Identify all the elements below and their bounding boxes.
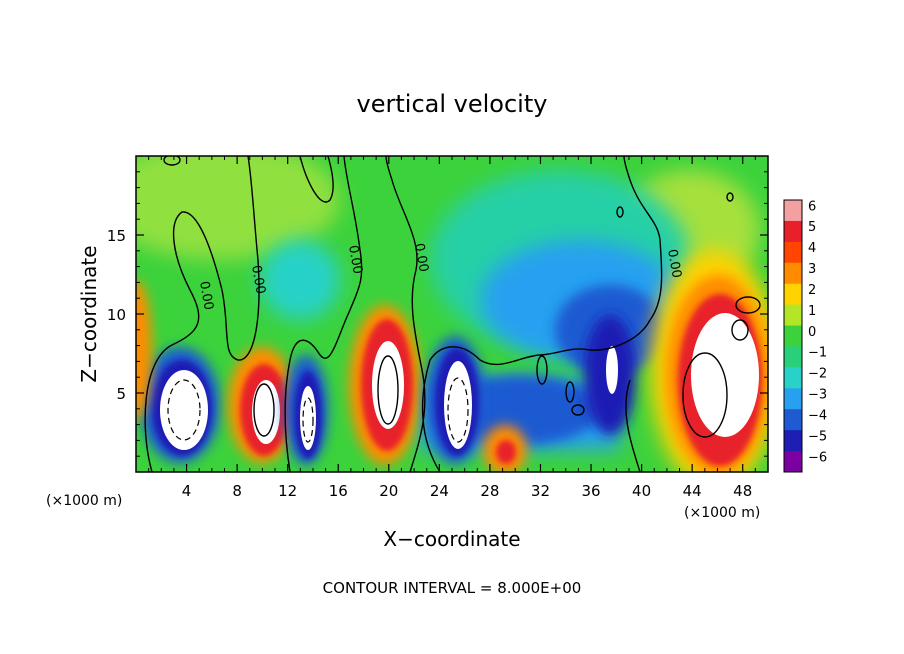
colorbar-label: −6 — [808, 450, 827, 465]
cell-core — [372, 341, 404, 429]
x-tick-label: 24 — [430, 482, 449, 500]
contour-line — [385, 156, 426, 472]
downdraft-region — [260, 240, 340, 320]
negative-contours — [167, 377, 469, 443]
contour-line — [253, 383, 275, 437]
contour-line — [421, 319, 651, 472]
x-tick-label: 8 — [232, 482, 242, 500]
contour-line — [377, 355, 399, 425]
colorbar-swatch — [784, 304, 802, 327]
contour-line — [565, 381, 575, 403]
x-axis-label: X−coordinate — [383, 527, 520, 551]
contour-labels: 0.00 0.00 0.00 0.00 0.00 — [196, 242, 684, 311]
x-tick-label: 20 — [379, 482, 398, 500]
contour-interval: CONTOUR INTERVAL = 8.000E+00 — [323, 579, 582, 597]
contour-line — [167, 379, 201, 441]
chart-title: vertical velocity — [357, 90, 548, 118]
contour-line — [163, 156, 181, 166]
contour-line — [625, 379, 641, 472]
contour-label: 0.00 — [411, 242, 431, 273]
contour-label: 0.00 — [345, 244, 365, 275]
contour-line — [302, 397, 314, 443]
contour-line — [623, 156, 663, 321]
colorbar-swatch — [784, 409, 802, 431]
colorbar-swatch — [784, 388, 802, 410]
contour-line — [284, 156, 363, 472]
contour-label: 0.00 — [664, 248, 684, 279]
contour-line — [299, 156, 334, 203]
x-tick-label: 32 — [531, 482, 550, 500]
x-tick-label: 40 — [632, 482, 651, 500]
x-tick-label: 48 — [733, 482, 752, 500]
colorbar-swatch — [784, 220, 802, 243]
colorbar-swatch — [784, 451, 802, 473]
colorbar-label: 1 — [808, 304, 816, 319]
y-axis-label: Z−coordinate — [77, 245, 101, 382]
cell-core — [444, 361, 472, 449]
x-tick-label: 4 — [182, 482, 192, 500]
colorbar: 6 5 4 3 2 1 0 −1 −2 −3 −4 −5 −6 — [783, 199, 827, 473]
colorbar-label: −4 — [808, 409, 827, 424]
colorbar-label: 6 — [808, 199, 816, 214]
cell-core — [160, 370, 208, 450]
colorbar-label: 4 — [808, 241, 816, 256]
contour-line — [536, 355, 548, 385]
colorbar-label: −5 — [808, 429, 827, 444]
colorbar-label: 5 — [808, 220, 816, 235]
contour-line — [682, 352, 728, 438]
contour-line — [731, 319, 749, 341]
colorbar-swatch — [784, 367, 802, 389]
cell-core — [252, 380, 280, 444]
cell-updraft — [496, 440, 516, 464]
y-tick-label: 15 — [107, 227, 126, 245]
colorbar-label: −3 — [808, 388, 827, 403]
upper-field-region — [136, 156, 340, 260]
x-tick-label: 28 — [480, 482, 499, 500]
contour-line — [616, 206, 624, 218]
plot-area — [136, 156, 768, 472]
contour-label: 0.00 — [248, 264, 268, 295]
colorbar-swatch — [784, 430, 802, 452]
x-tick-label: 36 — [581, 482, 600, 500]
x-tick-label: 44 — [683, 482, 702, 500]
y-tick-label: 10 — [107, 306, 126, 324]
x-tick-label: 12 — [278, 482, 297, 500]
colorbar-label: −1 — [808, 346, 827, 361]
colorbar-swatch — [784, 325, 802, 347]
contour-line — [447, 377, 469, 443]
colorbar-label: 0 — [808, 325, 816, 340]
colorbar-label: 2 — [808, 283, 816, 298]
colorbar-swatch — [784, 262, 802, 285]
x-axis-unit: (×1000 m) — [46, 493, 122, 509]
colorbar-label: 3 — [808, 262, 816, 277]
contour-line — [571, 404, 585, 416]
colorbar-swatch — [784, 346, 802, 368]
y-axis: 5 10 15 — [107, 171, 768, 457]
cell-core — [606, 346, 618, 394]
colorbar-label: −2 — [808, 367, 827, 382]
contour-line — [726, 192, 734, 202]
colorbar-swatch — [784, 241, 802, 264]
z-axis-unit: (×1000 m) — [684, 505, 760, 521]
x-tick-label: 16 — [329, 482, 348, 500]
x-axis: 4 8 12 16 20 24 28 32 36 40 44 48 — [148, 156, 756, 500]
colorbar-frame — [783, 199, 803, 473]
colorbar-swatch — [784, 200, 802, 222]
colorbar-swatch — [784, 283, 802, 306]
zero-contours — [144, 156, 761, 472]
contour-label: 0.00 — [196, 280, 216, 311]
cell-core — [300, 386, 316, 450]
contour-line — [735, 296, 761, 314]
y-tick-label: 5 — [116, 385, 126, 403]
contour-line — [144, 156, 260, 472]
